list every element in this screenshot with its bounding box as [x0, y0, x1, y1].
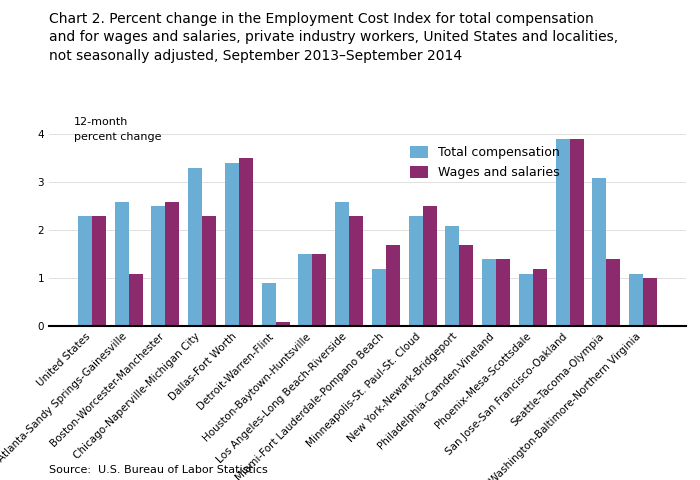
- Bar: [556, 139, 570, 326]
- Bar: [349, 216, 363, 326]
- Text: Source:  U.S. Bureau of Labor Statistics: Source: U.S. Bureau of Labor Statistics: [49, 465, 267, 475]
- Bar: [533, 269, 547, 326]
- Bar: [423, 206, 437, 326]
- Bar: [482, 259, 496, 326]
- Bar: [629, 274, 643, 326]
- Bar: [225, 163, 239, 326]
- Bar: [92, 216, 106, 326]
- Bar: [129, 274, 143, 326]
- Bar: [445, 226, 459, 326]
- Bar: [78, 216, 92, 326]
- Bar: [115, 202, 129, 326]
- Bar: [202, 216, 216, 326]
- Bar: [372, 269, 386, 326]
- Bar: [386, 245, 400, 326]
- Bar: [151, 206, 165, 326]
- Bar: [239, 158, 253, 326]
- Bar: [570, 139, 584, 326]
- Bar: [262, 283, 276, 326]
- Legend: Total compensation, Wages and salaries: Total compensation, Wages and salaries: [405, 141, 565, 184]
- Bar: [592, 178, 606, 326]
- Bar: [165, 202, 179, 326]
- Bar: [276, 322, 290, 326]
- Text: percent change: percent change: [74, 132, 161, 142]
- Bar: [606, 259, 620, 326]
- Bar: [188, 168, 202, 326]
- Bar: [459, 245, 473, 326]
- Text: Chart 2. Percent change in the Employment Cost Index for total compensation
and : Chart 2. Percent change in the Employmen…: [49, 12, 618, 63]
- Bar: [298, 254, 312, 326]
- Bar: [335, 202, 349, 326]
- Bar: [496, 259, 510, 326]
- Text: 12-month: 12-month: [74, 117, 128, 127]
- Bar: [312, 254, 326, 326]
- Bar: [643, 278, 657, 326]
- Bar: [519, 274, 533, 326]
- Bar: [409, 216, 423, 326]
